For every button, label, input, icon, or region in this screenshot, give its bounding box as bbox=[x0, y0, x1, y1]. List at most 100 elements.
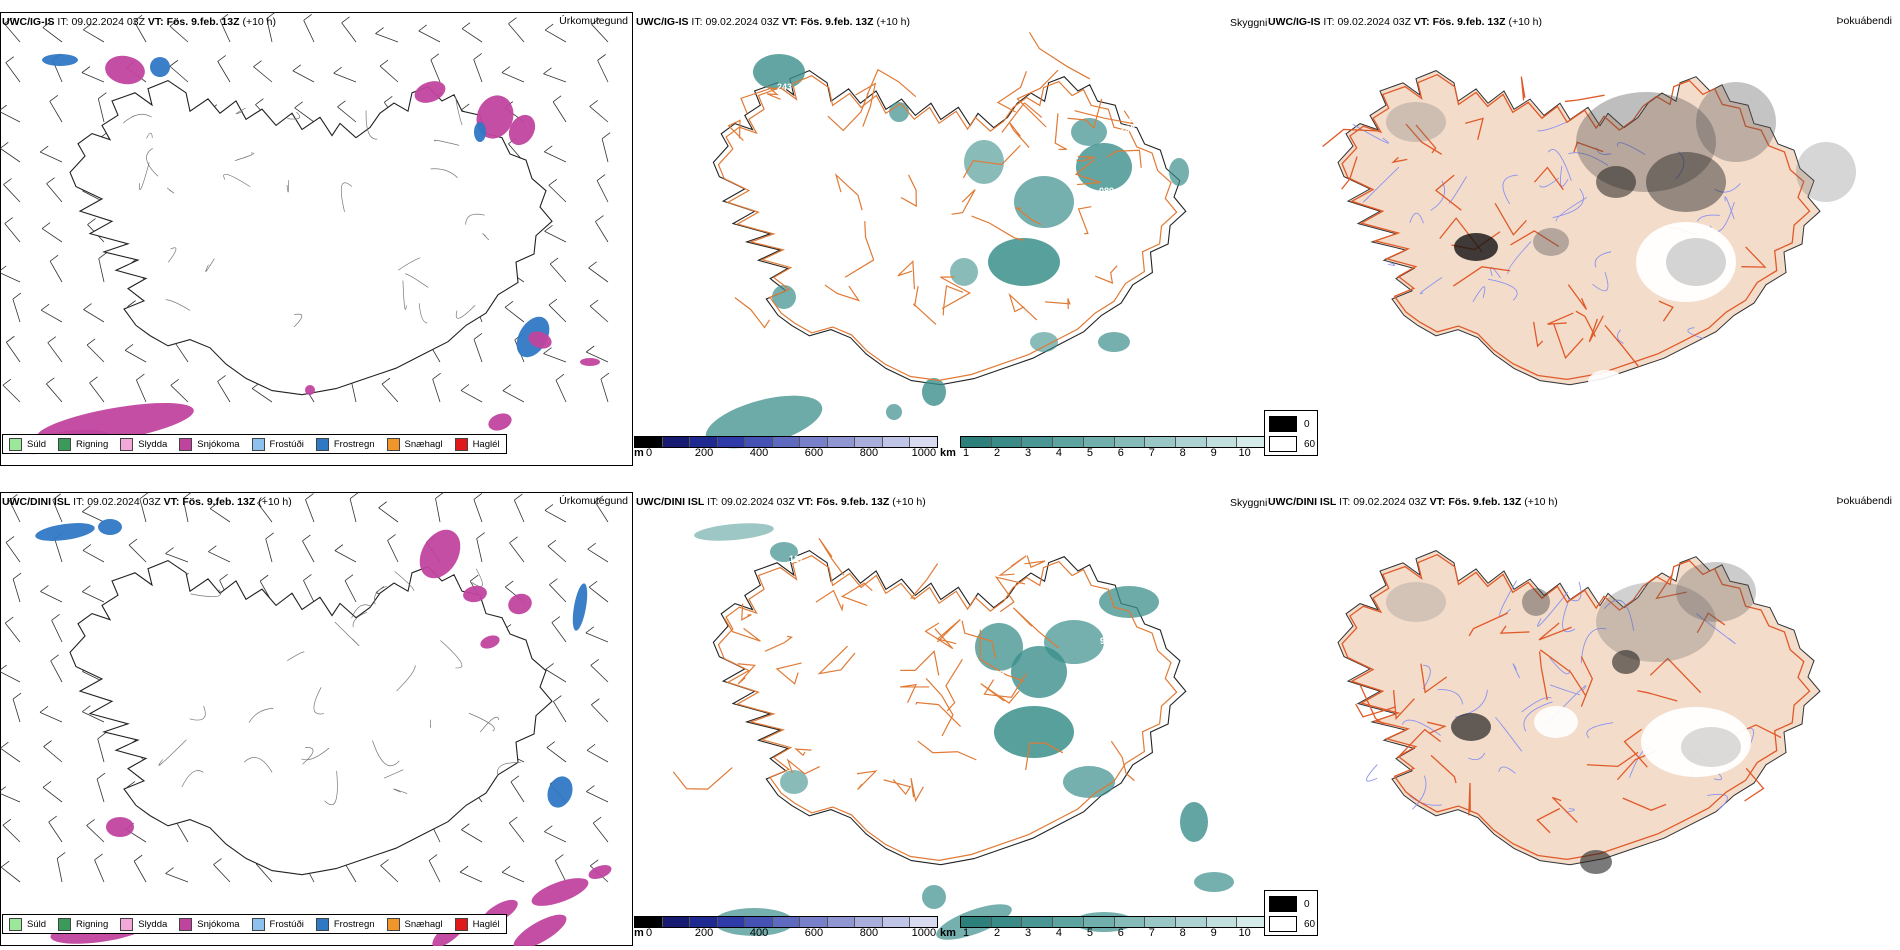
panel-precip-type-row0: UWC/IG-IS IT: 09.02.2024 03Z VT: Fös. 9.… bbox=[0, 12, 634, 466]
fog-swatch-0 bbox=[1269, 416, 1297, 432]
legend-label: Frostúði bbox=[269, 438, 304, 450]
legend-label: Snjókoma bbox=[197, 918, 240, 930]
legend-label: Snæhagl bbox=[404, 438, 443, 450]
panel-visibility-row0: 243 605 232 204 089 UWC/IG-IS IT: 09.02.2024… bbox=[634, 12, 1270, 466]
colorbar-segment bbox=[745, 917, 773, 927]
legend-item: Slydda bbox=[120, 917, 168, 931]
colorbar-segment bbox=[772, 917, 801, 927]
legend-item: Snjókoma bbox=[179, 437, 240, 451]
colorbar-tick-label: 10 bbox=[1238, 927, 1251, 939]
legend-label: Rigning bbox=[76, 918, 109, 930]
colorbar-tick-label: 6 bbox=[1117, 927, 1124, 939]
colorbar-tick-label: 1000 bbox=[911, 927, 937, 939]
visibility-value-label: 243 bbox=[777, 82, 792, 92]
colorbar-segment bbox=[745, 437, 773, 447]
precip-map-row1 bbox=[0, 492, 633, 946]
colorbar-segment bbox=[1022, 437, 1054, 447]
colorbar-segment bbox=[910, 437, 938, 447]
legend-label: Frostúði bbox=[269, 918, 304, 930]
legend-swatch bbox=[386, 437, 400, 451]
colorbar-segment bbox=[1083, 437, 1115, 447]
panel-title: Úrkomutegund bbox=[559, 15, 628, 27]
legend-item: Frostregn bbox=[315, 917, 375, 931]
colorbar-tick-label: 9 bbox=[1210, 447, 1217, 459]
colorbar-segment bbox=[635, 437, 663, 447]
legend-swatch bbox=[120, 917, 134, 931]
fog-swatch-60 bbox=[1269, 436, 1297, 452]
legend-label: Frostregn bbox=[333, 918, 375, 930]
fog-legend: 0 60 bbox=[1264, 410, 1318, 456]
legend-item: Haglél bbox=[454, 437, 500, 451]
colorbar-segment bbox=[855, 917, 883, 927]
colorbar-tick-label: 10 bbox=[1238, 447, 1251, 459]
legend-item: Frostregn bbox=[315, 437, 375, 451]
visibility-value-label: 089 bbox=[1099, 186, 1114, 196]
legend-label: Frostregn bbox=[333, 438, 375, 450]
legend-label: Snjókoma bbox=[197, 438, 240, 450]
colorbar-segment bbox=[827, 437, 856, 447]
km-unit-label: km bbox=[940, 447, 956, 459]
colorbar-segment bbox=[800, 437, 828, 447]
legend-item: Snæhagl bbox=[386, 917, 443, 931]
m-unit-label: m bbox=[634, 447, 644, 459]
m-unit-label: m bbox=[634, 927, 644, 939]
legend-item: Rigning bbox=[58, 917, 109, 931]
visibility-km-colorbar bbox=[960, 916, 1268, 928]
panel-title: Þokuábendi bbox=[1836, 495, 1892, 507]
precip-type-legend: Súld Rigning Slydda Snjókoma Frostúði Frostre… bbox=[2, 434, 507, 454]
colorbar-tick-label: 4 bbox=[1055, 447, 1062, 459]
visibility-value-label: 605 bbox=[1129, 114, 1144, 124]
colorbar-tick-label: 0 bbox=[646, 927, 653, 939]
fog-map-row1 bbox=[1337, 550, 1821, 874]
legend-item: Rigning bbox=[58, 437, 108, 451]
legend-item: Súld bbox=[9, 437, 46, 451]
panel-header: UWC/IG-IS IT: 09.02.2024 03Z VT: Fös. 9.… bbox=[636, 16, 911, 28]
legend-swatch bbox=[386, 917, 400, 931]
legend-swatch bbox=[58, 917, 72, 931]
visibility-value-label: 769 bbox=[989, 669, 1004, 679]
colorbar-tick-label: 600 bbox=[804, 447, 824, 459]
panel-title: Þokuábendi bbox=[1836, 15, 1892, 27]
colorbar-segment bbox=[1175, 917, 1207, 927]
colorbar-tick-label: 800 bbox=[859, 927, 879, 939]
legend-label: Haglél bbox=[472, 918, 500, 930]
colorbar-tick-label: 5 bbox=[1086, 927, 1093, 939]
colorbar-tick-label: 3 bbox=[1024, 927, 1032, 939]
colorbar-tick-label: 3 bbox=[1024, 447, 1032, 459]
legend-label: Súld bbox=[27, 918, 47, 930]
visibility-m-colorbar bbox=[634, 916, 938, 928]
visibility-value-label: 904 bbox=[1100, 636, 1115, 646]
visibility-value-label: 344 bbox=[946, 731, 961, 741]
colorbar-segment bbox=[1206, 437, 1238, 447]
fog-map-row0 bbox=[1322, 70, 1856, 394]
legend-swatch bbox=[9, 917, 22, 931]
colorbar-segment bbox=[1114, 437, 1146, 447]
colorbar-segment bbox=[1237, 437, 1268, 447]
legend-item: Snæhagl bbox=[386, 437, 443, 451]
colorbar-segment bbox=[662, 917, 691, 927]
colorbar-segment bbox=[1175, 437, 1207, 447]
fog-swatch-0 bbox=[1269, 896, 1297, 912]
legend-label: Slydda bbox=[138, 918, 168, 930]
colorbar-tick-label: 9 bbox=[1210, 927, 1217, 939]
legend-swatch bbox=[179, 437, 193, 451]
precip-map-row0 bbox=[0, 12, 633, 466]
colorbar-segment bbox=[772, 437, 801, 447]
legend-item: Haglél bbox=[454, 917, 500, 931]
colorbar-segment bbox=[690, 437, 718, 447]
legend-swatch bbox=[315, 917, 329, 931]
colorbar-tick-label: 4 bbox=[1055, 927, 1062, 939]
colorbar-tick-label: 400 bbox=[749, 447, 769, 459]
visibility-value-label: 204 bbox=[998, 189, 1013, 199]
colorbar-segment bbox=[991, 437, 1023, 447]
colorbar-segment bbox=[1022, 917, 1054, 927]
colorbar-tick-label: 200 bbox=[694, 447, 714, 459]
colorbar-tick-label: 7 bbox=[1148, 927, 1155, 939]
colorbar-segment bbox=[800, 917, 828, 927]
panel-title: Úrkomutegund bbox=[559, 495, 628, 507]
panel-fog-row1: UWC/DINI ISL IT: 09.02.2024 03Z VT: Fös.… bbox=[1264, 492, 1900, 946]
legend-swatch bbox=[179, 917, 193, 931]
colorbar-tick-label: 1 bbox=[963, 447, 970, 459]
legend-swatch bbox=[251, 437, 265, 451]
